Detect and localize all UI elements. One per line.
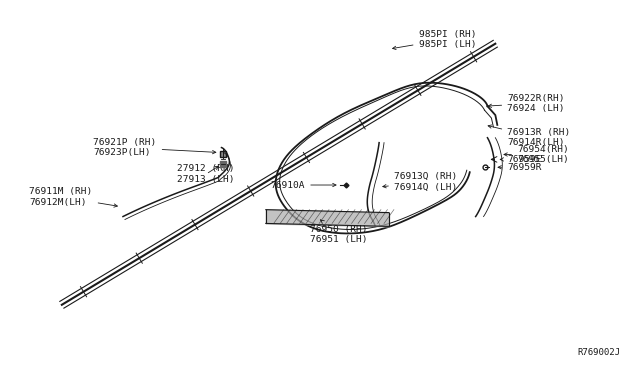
Text: 76959R: 76959R [498, 163, 541, 172]
Text: 76913R (RH)
76914R(LH): 76913R (RH) 76914R(LH) [488, 125, 570, 147]
Text: 985PI (RH)
985PI (LH): 985PI (RH) 985PI (LH) [392, 29, 476, 49]
Text: 76911M (RH)
76912M(LH): 76911M (RH) 76912M(LH) [29, 187, 117, 207]
Text: 76922R(RH)
76924 (LH): 76922R(RH) 76924 (LH) [488, 93, 564, 113]
Text: 27912 (RH)
27913 (LH): 27912 (RH) 27913 (LH) [177, 164, 235, 184]
Text: 76910A: 76910A [271, 180, 336, 189]
Text: 76954(RH)
76955(LH): 76954(RH) 76955(LH) [504, 145, 569, 164]
Text: 76913Q (RH)
76914Q (LH): 76913Q (RH) 76914Q (LH) [383, 172, 457, 192]
Text: R769002J: R769002J [577, 349, 620, 357]
Text: 76959E: 76959E [500, 155, 541, 164]
Text: 76950 (RH)
76951 (LH): 76950 (RH) 76951 (LH) [310, 220, 367, 244]
Text: 76921P (RH)
76923P(LH): 76921P (RH) 76923P(LH) [93, 138, 216, 157]
